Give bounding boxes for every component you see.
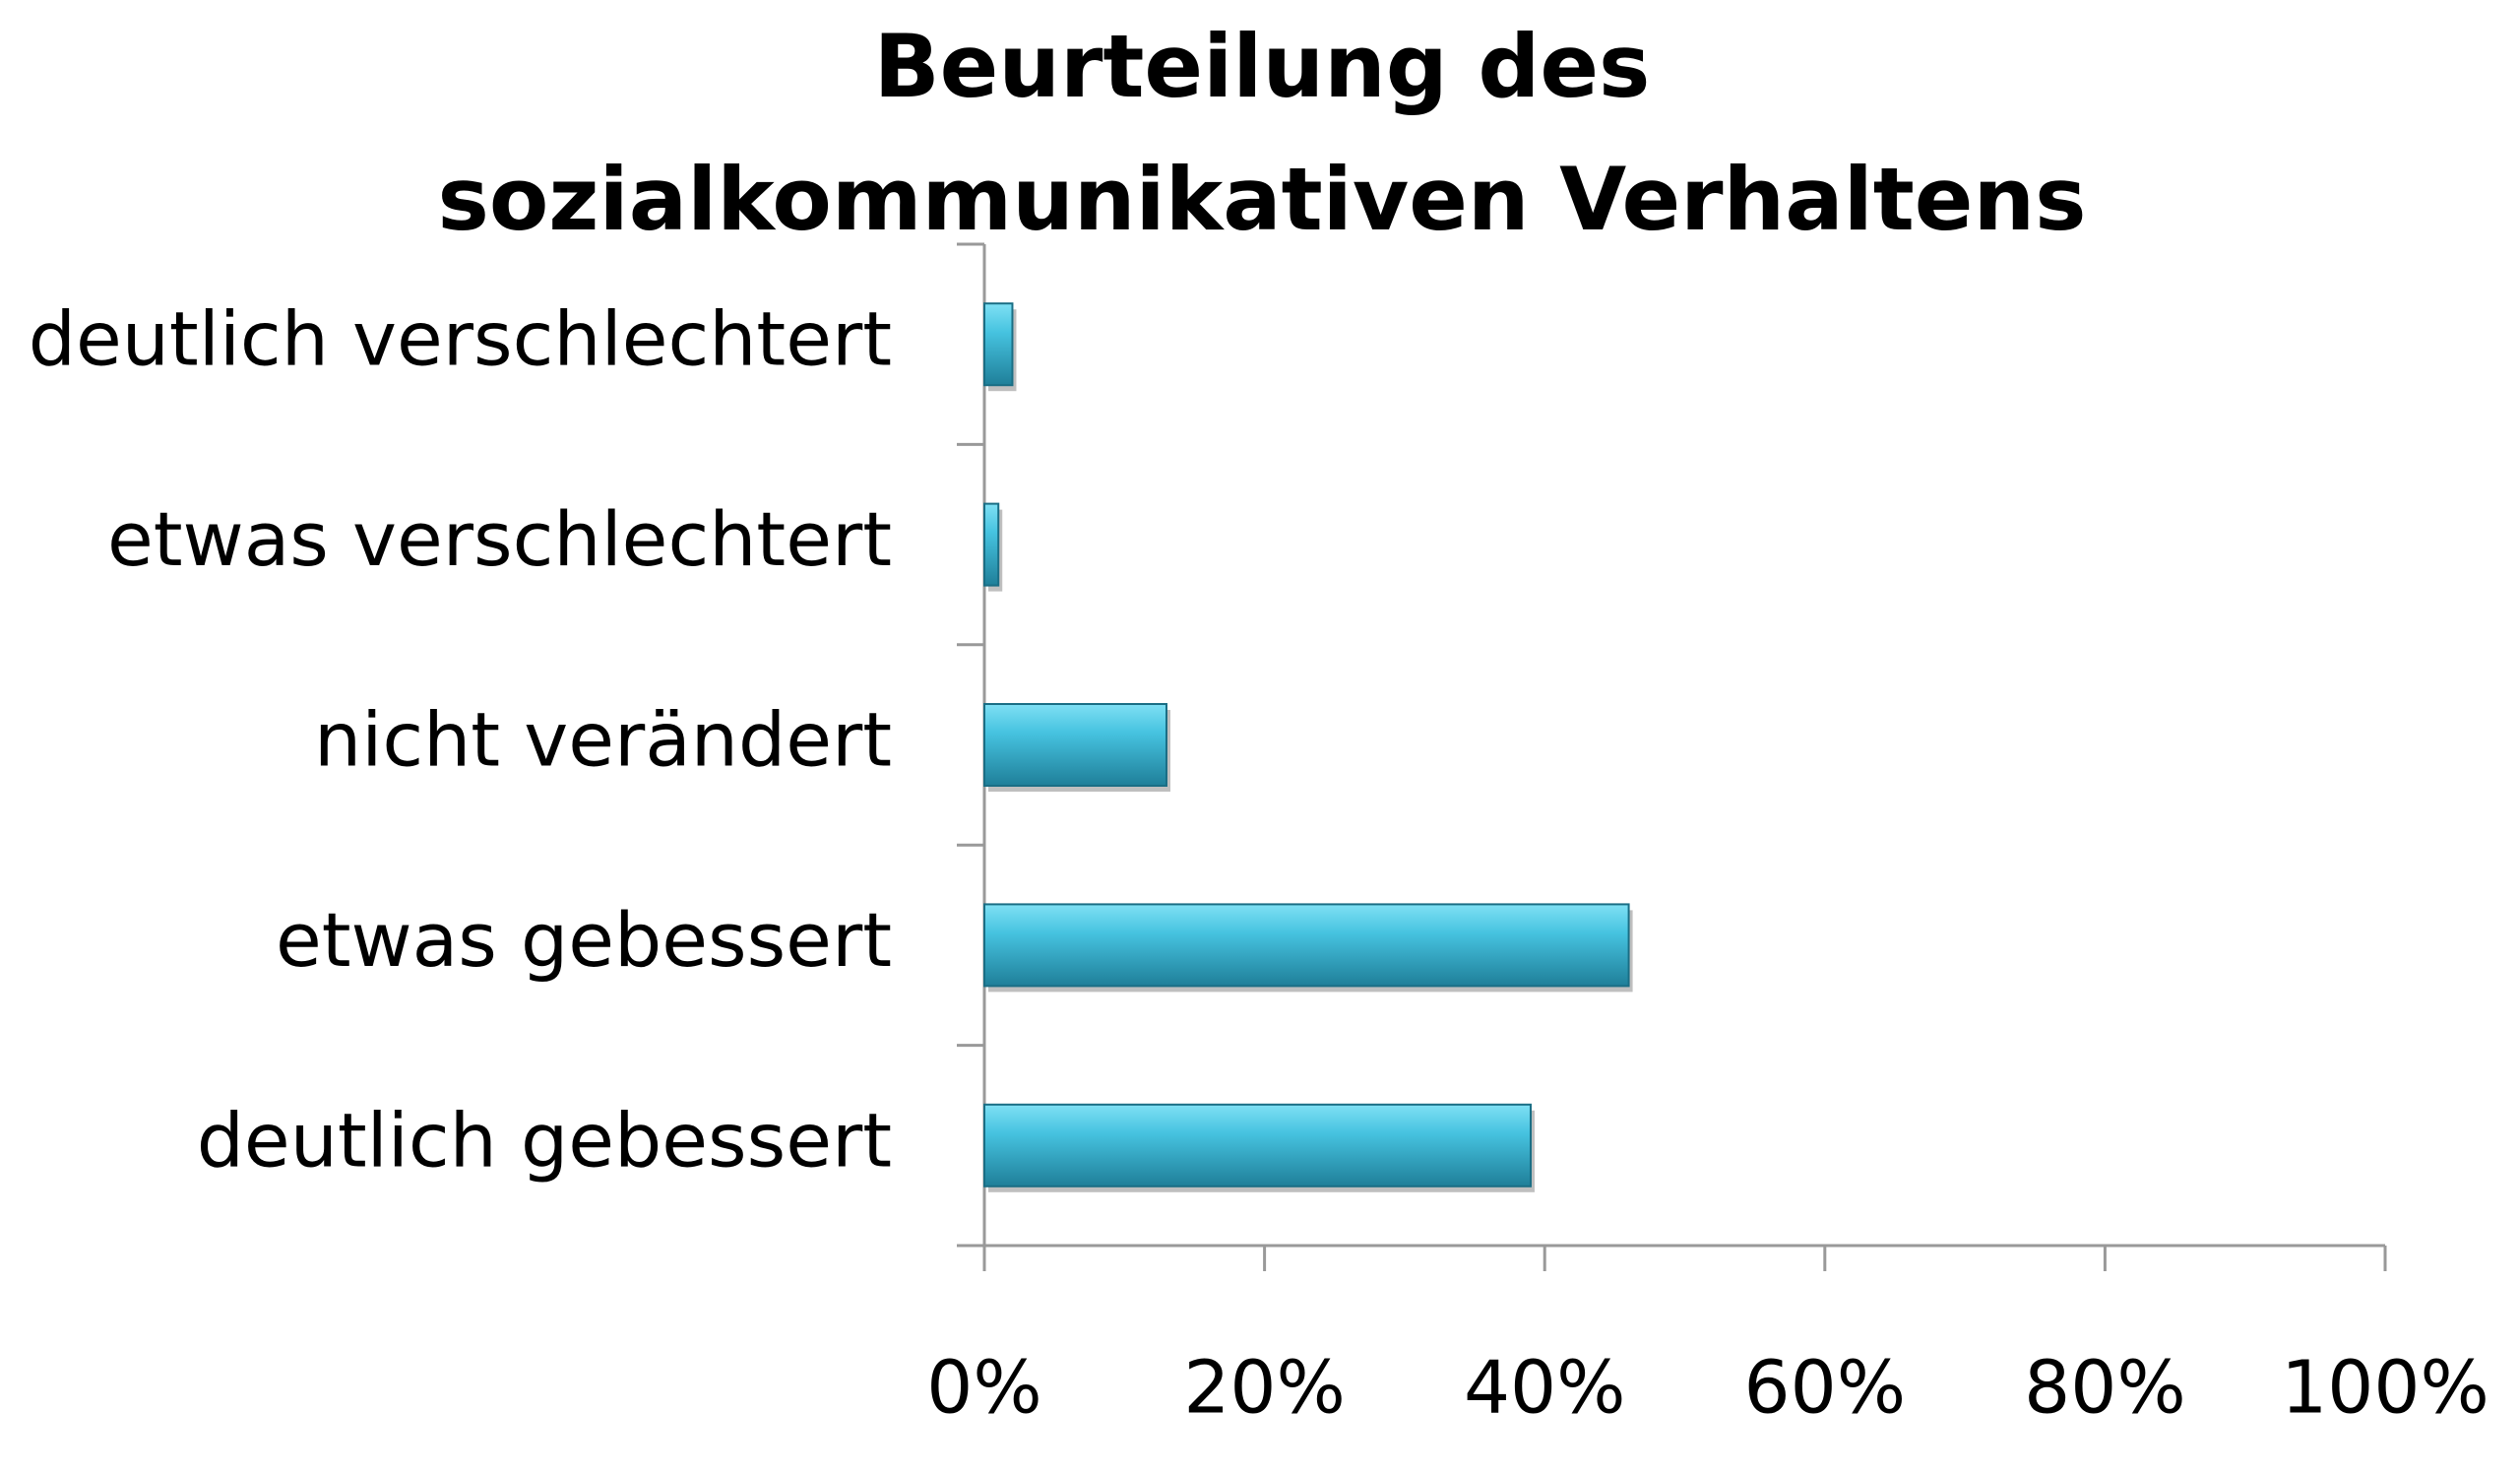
bar xyxy=(983,1103,1532,1187)
bar xyxy=(983,302,1014,387)
y-tick-label: deutlich gebessert xyxy=(197,1096,892,1184)
y-tick-label: nicht verändert xyxy=(314,695,892,783)
x-tick-label: 0% xyxy=(926,1346,1041,1431)
y-tick-label: etwas gebessert xyxy=(276,896,892,984)
bar xyxy=(983,903,1630,988)
x-tick-label: 100% xyxy=(2281,1346,2489,1431)
bar xyxy=(983,703,1167,787)
chart-title: Beurteilung des sozialkommunikativen Ver… xyxy=(437,16,2087,250)
x-tick-label: 40% xyxy=(1464,1346,1625,1431)
x-tick-label: 20% xyxy=(1183,1346,1345,1431)
bar xyxy=(983,502,1000,587)
y-tick-label: etwas verschlechtert xyxy=(107,495,892,583)
y-tick-label: deutlich verschlechtert xyxy=(29,295,892,383)
x-tick-label: 80% xyxy=(2024,1346,2185,1431)
x-tick-label: 60% xyxy=(1744,1346,1906,1431)
